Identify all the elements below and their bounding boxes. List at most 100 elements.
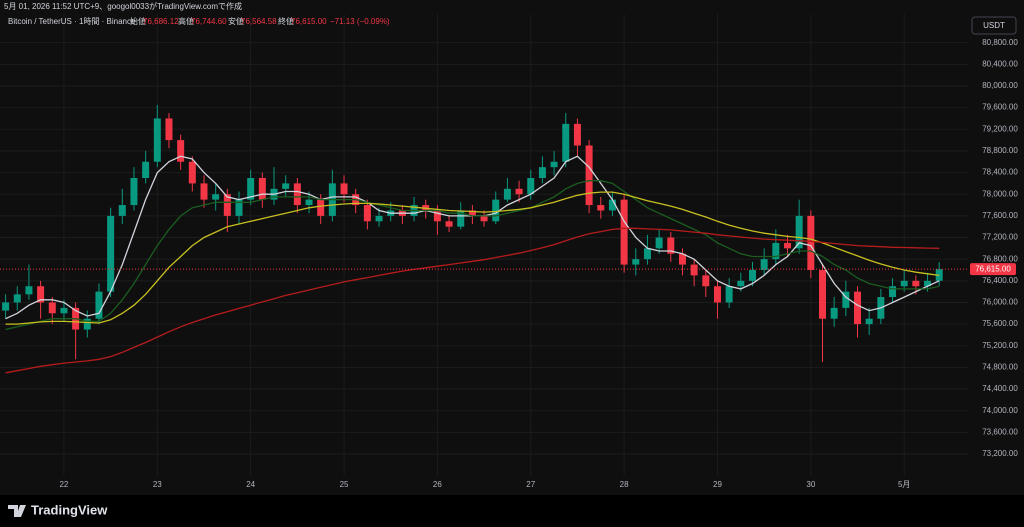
candle-body (585, 145, 593, 206)
last-price-tag (970, 263, 1016, 276)
y-tick-label: 76,400.00 (982, 276, 1018, 285)
candle-body (854, 291, 862, 325)
y-tick-label: 74,800.00 (982, 363, 1018, 372)
high-label: 高値 (178, 16, 194, 26)
candle-body (772, 242, 780, 260)
x-tick-label: 23 (153, 480, 162, 489)
candle-body (842, 291, 850, 308)
candle-body (632, 259, 640, 265)
candle-body (340, 183, 348, 195)
candle-body (527, 177, 535, 195)
y-tick-label: 75,200.00 (982, 341, 1018, 350)
candle-body (2, 302, 10, 311)
low-value: 76,564.58 (241, 17, 277, 26)
candle-body (702, 275, 710, 287)
x-tick-label: 27 (526, 480, 535, 489)
candle-body (515, 188, 523, 195)
candle-body (830, 307, 838, 319)
open-label: 始値 (130, 16, 146, 26)
candle-body (37, 286, 45, 303)
candle-body (445, 221, 453, 227)
candle-body (48, 302, 56, 314)
x-tick-label: 28 (620, 480, 629, 489)
high-value: 76,744.60 (191, 17, 227, 26)
y-tick-label: 80,400.00 (982, 59, 1018, 68)
y-tick-label: 78,000.00 (982, 189, 1018, 198)
open-value: 76,686.12 (143, 17, 179, 26)
candle-body (457, 210, 465, 227)
moving-average (5, 191, 940, 325)
candle-body (725, 286, 733, 303)
candle-body (153, 118, 161, 162)
candle-body (492, 199, 500, 222)
candle-body (480, 215, 488, 222)
moving-average (5, 180, 940, 331)
candle-body (235, 199, 243, 216)
currency[interactable]: USDT (983, 21, 1005, 30)
symbol: Bitcoin / TetherUS · 1時間 · Binance (8, 17, 136, 26)
candle-body (60, 307, 68, 314)
candle-body (503, 188, 511, 200)
candle-body (468, 210, 476, 216)
candle-body (247, 177, 255, 200)
x-tick-label: 22 (59, 480, 68, 489)
candle-body (200, 183, 208, 200)
candle-body (95, 291, 103, 319)
candle-body (667, 237, 675, 254)
candle-body (118, 205, 126, 216)
candle-body (643, 248, 651, 260)
candle-body (819, 269, 826, 319)
y-tick-label: 78,800.00 (982, 146, 1018, 155)
x-tick-label: 26 (433, 480, 442, 489)
y-tick-label: 75,600.00 (982, 319, 1018, 328)
y-tick-label: 73,200.00 (982, 449, 1018, 458)
candle-body (562, 123, 570, 162)
created-note: 5月 01, 2026 11:52 UTC+9、googol0033がTradi… (4, 1, 242, 11)
last-price-label: 76,615.00 (975, 264, 1011, 273)
change: −71.13 (−0.09%) (330, 17, 390, 26)
candle-body (620, 199, 628, 265)
y-tick-label: 78,400.00 (982, 168, 1018, 177)
candle-body (177, 140, 185, 162)
candle-body (737, 280, 745, 287)
candle-body (538, 167, 546, 178)
candle-body (748, 269, 756, 281)
currency-button[interactable] (971, 16, 1017, 35)
candle-body (713, 286, 721, 303)
candle-body (900, 280, 908, 287)
candle-body (13, 294, 21, 303)
legend: Bitcoin / TetherUS · 1時間 · Binance 始値 76… (8, 16, 390, 26)
y-tick-label: 77,600.00 (982, 211, 1018, 220)
logo-icon (8, 505, 26, 517)
y-tick-label: 77,200.00 (982, 233, 1018, 242)
candle-body (760, 259, 768, 270)
candle-body (165, 118, 173, 141)
candle-body (305, 199, 313, 206)
candle-body (783, 242, 791, 249)
candle-body (807, 215, 815, 270)
y-tick-label: 79,200.00 (982, 124, 1018, 133)
candle-body (655, 237, 663, 249)
candle-body (795, 215, 803, 249)
candle-body (25, 286, 33, 295)
candle-body (375, 215, 383, 222)
moving-average (5, 227, 940, 374)
x-tick-label: 5月 (898, 480, 910, 489)
y-tick-label: 76,800.00 (982, 254, 1018, 263)
x-tick-label: 30 (806, 480, 815, 489)
candle-body (889, 286, 897, 298)
candle-body (188, 161, 196, 184)
low-label: 安値 (228, 16, 244, 26)
candle-body (212, 194, 220, 200)
candle-body (83, 318, 91, 330)
y-tick-label: 79,600.00 (982, 103, 1018, 112)
x-tick-label: 24 (246, 480, 255, 489)
y-tick-label: 76,000.00 (982, 298, 1018, 307)
candle-body (223, 194, 231, 216)
logo-text: TradingView (31, 502, 108, 517)
y-tick-label: 74,000.00 (982, 406, 1018, 415)
candle-body (282, 183, 290, 189)
